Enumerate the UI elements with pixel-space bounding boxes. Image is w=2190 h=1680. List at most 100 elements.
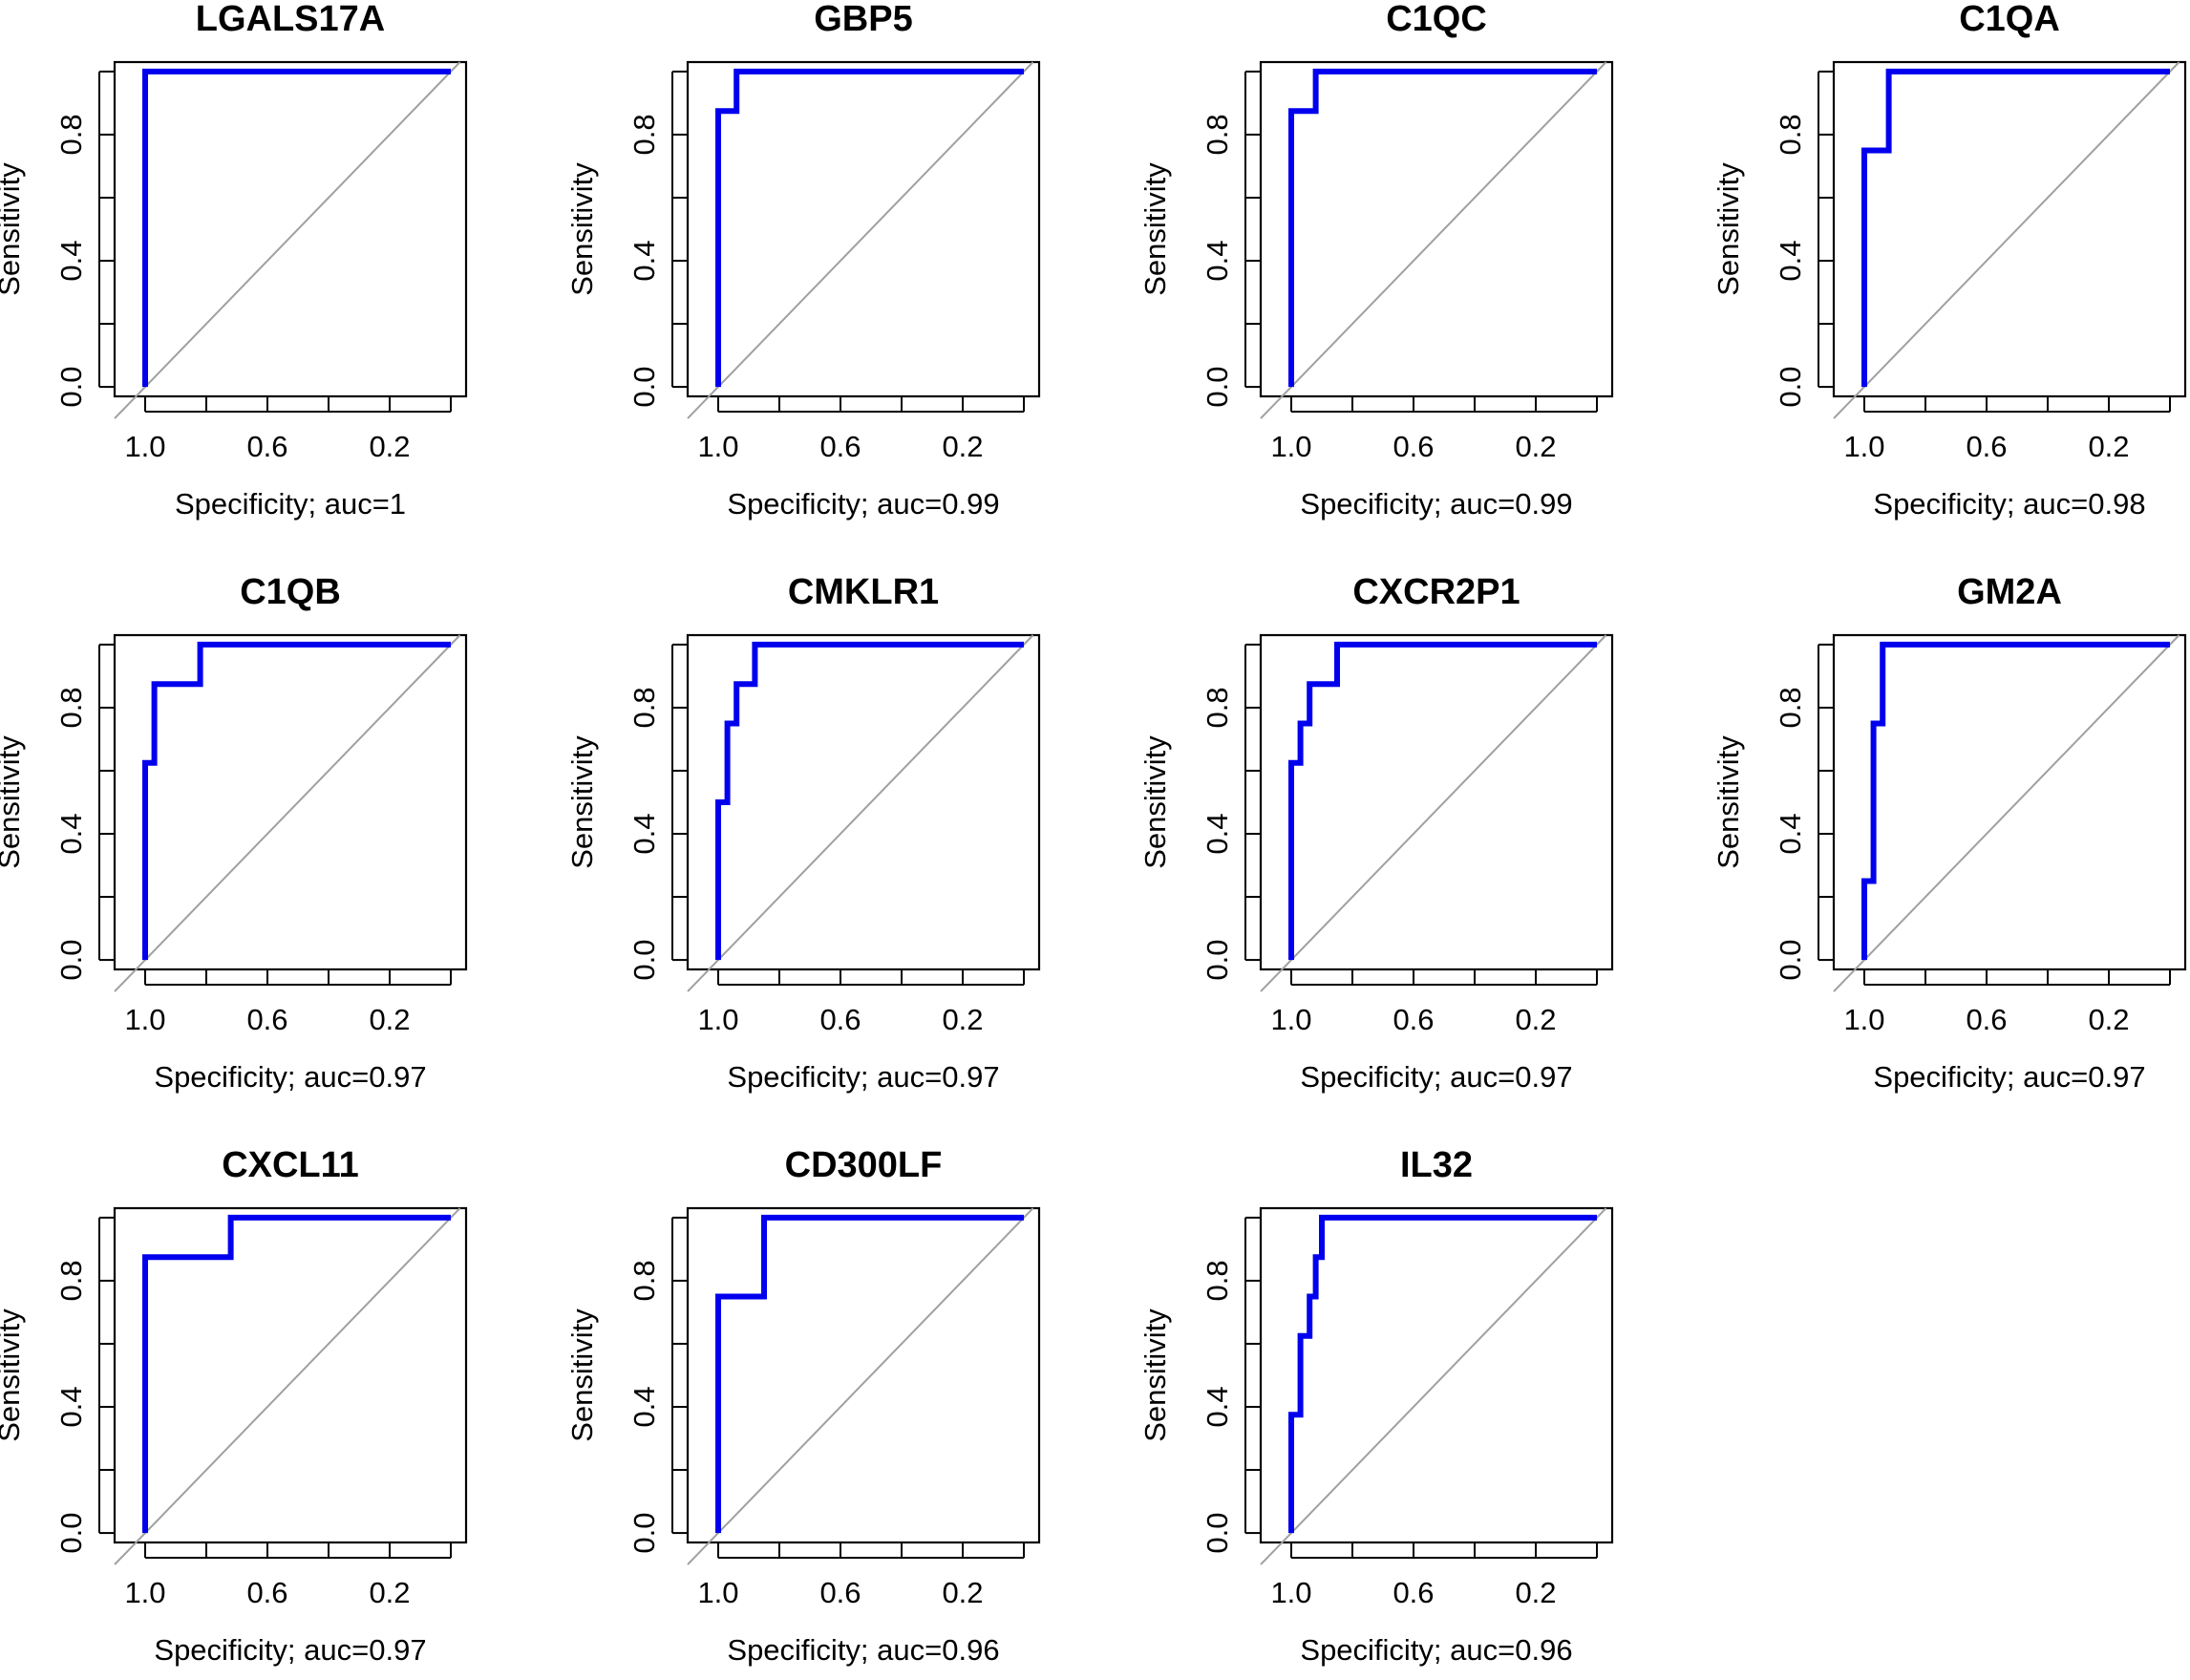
x-tick-label: 1.0: [1843, 430, 1884, 463]
x-tick-label: 1.0: [124, 1003, 165, 1036]
x-tick-label: 1.0: [697, 430, 738, 463]
y-tick-label: 0.4: [1201, 240, 1234, 281]
x-tick-label: 0.6: [1393, 430, 1434, 463]
plot-frame: [1259, 60, 1614, 398]
y-tick-label: 0.0: [1774, 367, 1807, 408]
y-axis-title: Sensitivity: [565, 1308, 599, 1442]
plot-frame: [686, 60, 1041, 398]
roc-panel-cxcr2p1: CXCR2P1 1.0 0.6 0.2 0.0 0.4 0.8 Specificity; au…: [1138, 572, 1614, 1094]
x-tick-label: 0.6: [1393, 1003, 1434, 1036]
x-tick-label: 0.2: [942, 1003, 983, 1036]
plot-frame: [686, 1206, 1041, 1544]
x-axis-title: Specificity; auc=0.97: [727, 1060, 999, 1094]
y-tick-label: 0.4: [54, 240, 88, 281]
roc-curve: [1861, 68, 2170, 388]
x-tick-label: 0.2: [2088, 430, 2129, 463]
panel-title: LGALS17A: [196, 0, 385, 39]
x-axis-title: Specificity; auc=0.97: [1300, 1060, 1572, 1094]
plot-frame: [1832, 633, 2187, 971]
roc-panel-c1qb: C1QB 1.0 0.6 0.2 0.0 0.4 0.8 Specificity; auc=0…: [0, 572, 468, 1094]
y-axis-title: Sensitivity: [1138, 1308, 1172, 1442]
roc-panel-lgals17a: LGALS17A 1.0 0.6 0.2 0.0 0.4 0.8 Specificity; a…: [0, 0, 468, 521]
y-tick-label: 0.8: [54, 114, 88, 155]
reference-diagonal: [1260, 1207, 1607, 1565]
plot-frame: [1259, 633, 1614, 971]
y-axis-title: Sensitivity: [1138, 162, 1172, 296]
x-axis-title: Specificity; auc=0.96: [1300, 1633, 1572, 1667]
roc-panel-c1qc: C1QC 1.0 0.6 0.2 0.0 0.4 0.8 Specificity; auc=0…: [1138, 0, 1614, 521]
y-tick-label: 0.4: [1774, 240, 1807, 281]
plot-frame: [686, 633, 1041, 971]
plot-frame: [113, 60, 468, 398]
roc-curve: [1288, 68, 1597, 388]
panel-title: CXCR2P1: [1352, 572, 1520, 612]
x-tick-label: 0.2: [942, 430, 983, 463]
plot-frame: [1259, 1206, 1614, 1544]
roc-curve: [1288, 641, 1597, 961]
roc-curve: [715, 641, 1024, 961]
roc-panel-c1qa: C1QA 1.0 0.6 0.2 0.0 0.4 0.8 Specificity; auc=0…: [1712, 0, 2187, 521]
x-tick-label: 0.2: [1515, 1576, 1556, 1609]
y-tick-label: 0.8: [1774, 114, 1807, 155]
reference-diagonal: [1260, 61, 1607, 419]
x-tick-label: 1.0: [697, 1576, 738, 1609]
x-tick-label: 1.0: [1270, 1576, 1311, 1609]
y-tick-label: 0.0: [627, 1513, 661, 1554]
panel-title: C1QA: [1959, 0, 2060, 39]
panel-title: C1QC: [1386, 0, 1487, 39]
x-tick-label: 0.6: [1966, 1003, 2007, 1036]
reference-diagonal: [114, 634, 461, 992]
x-tick-label: 0.6: [819, 1003, 861, 1036]
y-tick-label: 0.4: [54, 1386, 88, 1427]
y-axis-title: Sensitivity: [1712, 162, 1745, 296]
x-axis-title: Specificity; auc=0.98: [1873, 487, 2145, 521]
panel-title: GBP5: [814, 0, 912, 39]
reference-diagonal: [687, 634, 1034, 992]
y-axis-title: Sensitivity: [565, 162, 599, 296]
plot-frame: [113, 633, 468, 971]
y-tick-label: 0.0: [1201, 367, 1234, 408]
reference-diagonal: [687, 1207, 1034, 1565]
x-tick-label: 0.6: [1966, 430, 2007, 463]
x-axis-title: Specificity; auc=0.97: [154, 1633, 426, 1667]
x-tick-label: 0.6: [246, 430, 287, 463]
y-tick-label: 0.0: [627, 940, 661, 981]
x-tick-label: 0.6: [819, 1576, 861, 1609]
panel-title: GM2A: [1957, 572, 2062, 612]
x-tick-label: 0.2: [942, 1576, 983, 1609]
plot-frame: [1832, 60, 2187, 398]
panel-title: IL32: [1400, 1145, 1473, 1185]
roc-curve: [715, 1214, 1024, 1534]
y-tick-label: 0.0: [627, 367, 661, 408]
x-tick-label: 1.0: [124, 430, 165, 463]
x-tick-label: 1.0: [1270, 1003, 1311, 1036]
y-tick-label: 0.8: [1201, 1260, 1234, 1301]
y-tick-label: 0.4: [1201, 813, 1234, 854]
y-tick-label: 0.4: [627, 240, 661, 281]
y-tick-label: 0.0: [1201, 1513, 1234, 1554]
x-tick-label: 1.0: [697, 1003, 738, 1036]
y-tick-label: 0.8: [54, 1260, 88, 1301]
x-tick-label: 0.6: [1393, 1576, 1434, 1609]
roc-panel-gbp5: GBP5 1.0 0.6 0.2 0.0 0.4 0.8 Specificity; auc=0…: [565, 0, 1041, 521]
y-tick-label: 0.0: [54, 1513, 88, 1554]
x-axis-title: Specificity; auc=0.97: [154, 1060, 426, 1094]
y-tick-label: 0.0: [1774, 940, 1807, 981]
y-tick-label: 0.0: [54, 367, 88, 408]
panel-title: C1QB: [240, 572, 341, 612]
y-tick-label: 0.0: [1201, 940, 1234, 981]
y-tick-label: 0.8: [1201, 687, 1234, 728]
panel-title: CMKLR1: [788, 572, 939, 612]
reference-diagonal: [114, 1207, 461, 1565]
x-tick-label: 0.6: [246, 1003, 287, 1036]
x-axis-title: Specificity; auc=0.99: [727, 487, 999, 521]
y-axis-title: Sensitivity: [565, 735, 599, 869]
x-tick-label: 1.0: [1270, 430, 1311, 463]
reference-diagonal: [1833, 61, 2180, 419]
roc-curve: [1288, 1214, 1597, 1534]
y-tick-label: 0.8: [627, 114, 661, 155]
x-tick-label: 1.0: [124, 1576, 165, 1609]
x-tick-label: 0.2: [1515, 1003, 1556, 1036]
y-axis-title: Sensitivity: [0, 1308, 26, 1442]
